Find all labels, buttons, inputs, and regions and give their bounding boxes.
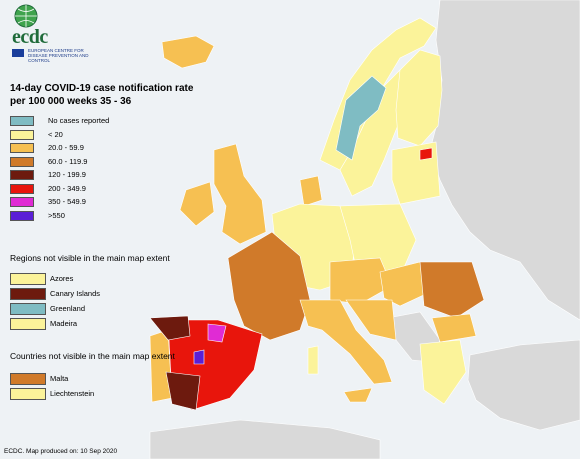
legend-swatch — [10, 197, 34, 207]
spain-southwest — [165, 371, 201, 411]
region-label: Canary Islands — [50, 288, 101, 298]
sweden-no-cases — [335, 75, 387, 161]
hungary-slovakia — [379, 261, 431, 307]
legend-label: 350 - 549.9 — [48, 197, 86, 206]
croatia-slovenia — [345, 299, 397, 341]
logo-tagline: EUROPEAN CENTRE FOR DISEASE PREVENTION A… — [28, 48, 89, 63]
eu-flag-icon — [12, 49, 24, 57]
countries-legend: Countries not visible in the main map ex… — [10, 351, 210, 402]
region-item: Greenland — [10, 302, 210, 317]
legend-swatch — [10, 210, 34, 221]
region-label: Madeira — [50, 318, 78, 328]
legend-label: 120 - 199.9 — [48, 170, 86, 179]
region-label: Greenland — [50, 303, 86, 313]
legend-swatch — [10, 116, 34, 126]
legend-label: >550 — [48, 210, 65, 220]
legend-swatch — [10, 170, 34, 180]
countries-title: Countries not visible in the main map ex… — [10, 351, 175, 361]
legend-label: 200 - 349.9 — [48, 183, 86, 193]
region-swatch — [10, 302, 46, 315]
iceland — [161, 35, 215, 69]
logo-brand: ecdc — [12, 26, 48, 48]
bulgaria — [431, 313, 477, 343]
legend-label: 60.0 - 119.9 — [48, 156, 88, 166]
region-swatch — [10, 317, 46, 330]
legend-swatch — [10, 183, 34, 194]
turkey-landmass — [467, 339, 580, 431]
great-britain — [213, 143, 267, 245]
map-title: 14-day COVID-19 case notification rate p… — [10, 83, 194, 107]
romania — [419, 261, 485, 319]
italy — [299, 299, 393, 385]
country-label: Malta — [50, 373, 69, 383]
country-label: Liechtenstein — [50, 388, 95, 398]
finland — [395, 49, 443, 147]
france — [227, 231, 311, 341]
legend-label: < 20 — [48, 129, 63, 139]
legend-swatch — [10, 156, 34, 167]
ireland — [179, 181, 215, 227]
regions-title: Regions not visible in the main map exte… — [10, 253, 170, 263]
legend-swatch — [10, 143, 34, 153]
region-item: Madeira — [10, 317, 210, 332]
region-item: Canary Islands — [10, 287, 210, 302]
legend-label: 20.0 - 59.9 — [48, 143, 84, 152]
region-swatch — [10, 272, 46, 285]
legend-label: No cases reported — [48, 116, 110, 125]
estonia-hotspot — [419, 147, 433, 161]
sardinia — [307, 345, 319, 375]
denmark — [299, 175, 323, 207]
czechia-austria — [329, 257, 393, 305]
madrid-hotspot — [193, 349, 205, 365]
globe-icon — [14, 4, 38, 28]
footer-credit: ECDC. Map produced on: 10 Sep 2020 — [4, 448, 118, 455]
country-item: Malta — [10, 372, 210, 387]
ecdc-logo: ecdc EUROPEAN CENTRE FOR DISEASE PREVENT… — [6, 4, 106, 63]
region-item: Azores — [10, 272, 210, 287]
baltics — [391, 141, 441, 205]
greece — [419, 339, 467, 405]
region-label: Azores — [50, 273, 74, 283]
north-africa-landmass — [149, 419, 381, 459]
country-item: Liechtenstein — [10, 387, 210, 402]
region-swatch — [10, 287, 46, 300]
spain-north-magenta — [207, 323, 227, 343]
legend-swatch — [10, 129, 34, 140]
spain-northwest — [149, 315, 191, 341]
sicily — [343, 387, 373, 403]
regions-legend: Regions not visible in the main map exte… — [10, 253, 210, 332]
country-swatch — [10, 387, 46, 400]
country-swatch — [10, 372, 46, 385]
